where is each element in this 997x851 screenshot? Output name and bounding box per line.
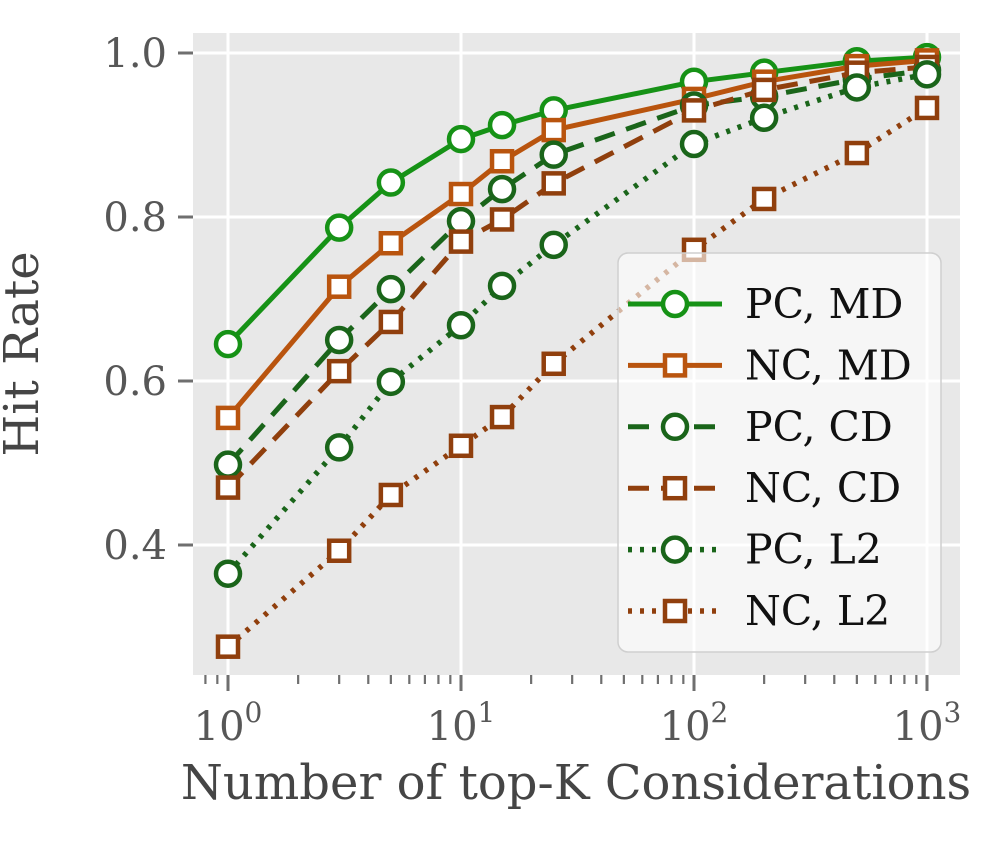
series-marker-pc-md	[487, 110, 517, 140]
series-line-pc-cd	[226, 67, 928, 467]
series-marker-nc-cd	[541, 171, 566, 196]
series-marker-pc-md	[376, 168, 406, 197]
legend-label-pc-l2: PC, L2	[745, 526, 882, 574]
legend-item-pc-cd: PC, CD	[628, 403, 893, 451]
series-marker-pc-cd	[376, 274, 406, 304]
series-marker-pc-l2	[213, 559, 243, 588]
x-axis-label: Number of top-K Considerations	[181, 755, 971, 811]
axis-ticks	[178, 51, 929, 691]
legend-sample-marker-nc-cd	[662, 475, 688, 501]
series-marker-nc-l2	[215, 634, 241, 659]
legend-sample-marker-pc-l2	[660, 535, 690, 564]
series-marker-pc-md	[213, 329, 243, 359]
series-marker-nc-l2	[378, 482, 404, 508]
series-marker-nc-cd	[215, 475, 241, 500]
legend-sample-marker-pc-md	[660, 289, 690, 319]
legend-item-nc-cd: NC, CD	[628, 464, 901, 512]
series-marker-pc-md	[324, 213, 354, 242]
series-marker-pc-l2	[539, 230, 568, 260]
legend-item-nc-md: NC, MD	[628, 341, 912, 389]
series-marker-nc-cd	[751, 77, 777, 103]
series-marker-pc-l2	[446, 310, 476, 340]
series-marker-pc-l2	[912, 60, 942, 89]
series-nc-cd	[215, 54, 940, 500]
y-axis-label: Hit Rate	[0, 251, 50, 456]
legend-sample-marker-nc-md	[662, 353, 688, 378]
legend-label-pc-md: PC, MD	[745, 280, 903, 328]
series-marker-nc-l2	[326, 538, 352, 563]
series-marker-nc-cd	[489, 207, 515, 232]
series-marker-pc-l2	[749, 103, 779, 133]
series-marker-pc-l2	[324, 433, 354, 462]
series-marker-nc-l2	[751, 186, 777, 212]
series-line-pc-md	[226, 54, 928, 346]
legend-label-nc-md: NC, MD	[745, 341, 912, 389]
series-marker-pc-cd	[324, 325, 354, 355]
series-marker-nc-md	[378, 230, 404, 256]
series-marker-pc-l2	[376, 367, 406, 397]
series-marker-pc-md	[446, 124, 476, 154]
series-marker-pc-l2	[487, 271, 517, 301]
legend: PC, MD NC, MD PC, CD NC, CD PC, L2 NC, L2	[617, 252, 942, 653]
series-marker-pc-l2	[842, 73, 872, 102]
legend-sample-marker-nc-l2	[662, 598, 688, 624]
series-marker-nc-l2	[914, 95, 940, 121]
series-marker-pc-l2	[679, 129, 709, 159]
series-marker-nc-cd	[448, 229, 474, 254]
legend-sample-marker-pc-cd	[660, 412, 690, 442]
series-marker-nc-md	[448, 181, 474, 207]
x-tick-label: 103	[893, 696, 962, 750]
legend-box	[617, 252, 942, 653]
legend-item-nc-l2: NC, L2	[628, 587, 890, 635]
series-marker-nc-md	[541, 117, 566, 143]
y-tick-label: 0.6	[103, 359, 167, 405]
series-marker-pc-cd	[213, 450, 243, 479]
legend-label-nc-l2: NC, L2	[745, 587, 890, 635]
y-tick-label: 0.8	[103, 195, 167, 241]
series-marker-nc-cd	[378, 309, 404, 335]
series-marker-nc-cd	[326, 358, 352, 384]
series-marker-nc-md	[489, 148, 515, 174]
series-marker-pc-cd	[487, 174, 517, 204]
x-tick-label: 102	[660, 696, 729, 750]
series-marker-nc-l2	[448, 433, 474, 459]
y-tick-label: 1.0	[103, 31, 167, 77]
x-tick-label: 100	[194, 696, 263, 750]
series-marker-nc-l2	[489, 404, 515, 430]
series-marker-pc-cd	[539, 140, 568, 169]
series-marker-nc-md	[215, 405, 241, 431]
series-line-nc-md	[226, 57, 928, 420]
series-marker-nc-l2	[541, 351, 566, 377]
legend-item-pc-md: PC, MD	[628, 280, 903, 328]
series-marker-nc-l2	[844, 140, 870, 166]
series-line-nc-cd	[226, 64, 928, 490]
x-tick-label: 101	[427, 696, 496, 750]
series-marker-nc-cd	[681, 98, 707, 123]
legend-item-pc-l2: PC, L2	[628, 526, 882, 574]
series-marker-nc-md	[326, 274, 352, 299]
legend-label-pc-cd: PC, CD	[745, 403, 893, 451]
series-pc-l2	[213, 60, 942, 588]
legend-label-nc-cd: NC, CD	[745, 464, 901, 512]
y-tick-label: 0.4	[103, 523, 167, 569]
